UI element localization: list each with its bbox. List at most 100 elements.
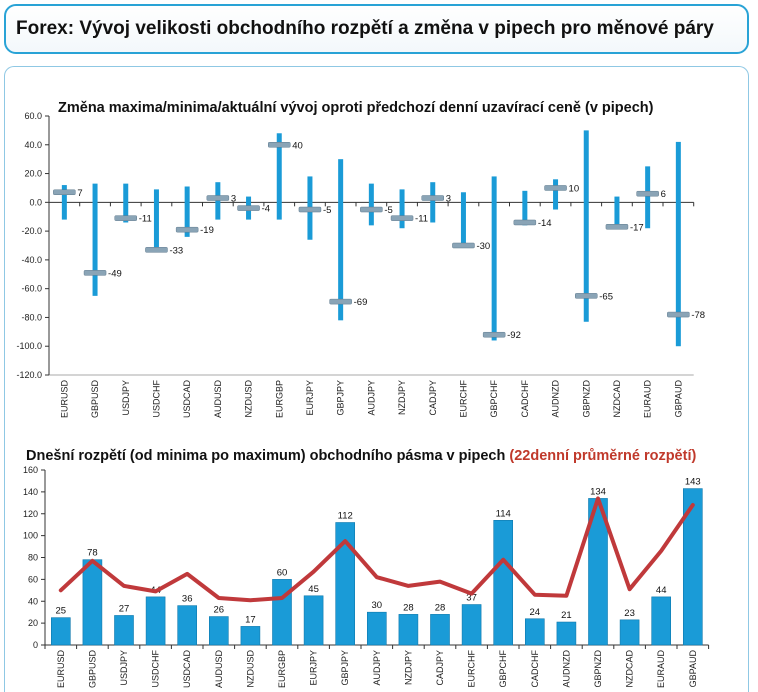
y-tick-label: 80: [28, 553, 38, 563]
current-marker: [114, 215, 137, 221]
data-label: -19: [200, 225, 214, 236]
data-label: 112: [338, 511, 353, 522]
x-category-label: GBPNZD: [581, 380, 591, 418]
data-label: 10: [569, 183, 580, 194]
x-category-label: NZDJPY: [403, 650, 413, 685]
range-bar: [92, 183, 98, 296]
data-label: -69: [354, 297, 368, 308]
data-label: 27: [119, 603, 130, 614]
data-label: 30: [372, 600, 383, 611]
x-category-label: AUDNZD: [551, 380, 561, 418]
range-bar: [61, 185, 67, 220]
data-label: 60: [277, 567, 288, 578]
y-tick-label: 160: [23, 465, 38, 475]
range-bar: [303, 595, 324, 646]
data-label: 26: [214, 605, 225, 616]
x-category-label: USDJPY: [121, 380, 131, 416]
range-bar: [272, 579, 292, 646]
current-marker: [667, 311, 690, 318]
range-bar: [619, 619, 640, 646]
data-label: 28: [435, 602, 446, 613]
data-label: 23: [624, 608, 635, 619]
x-category-label: NZDCAD: [625, 650, 635, 688]
data-label: -92: [507, 330, 521, 341]
data-label: -4: [262, 204, 270, 215]
range-bar: [493, 520, 514, 646]
average-range-line: [58, 496, 695, 603]
data-label: -78: [691, 310, 705, 321]
range-bar: [614, 196, 620, 229]
data-label: -33: [169, 245, 183, 256]
current-marker: [544, 185, 567, 191]
data-label: 44: [656, 585, 667, 596]
range-bar: [675, 141, 681, 347]
data-label: 24: [530, 607, 541, 618]
header-banner: Forex: Vývoj velikosti obchodního rozpět…: [4, 4, 749, 54]
x-category-label: AUDJPY: [372, 650, 382, 686]
data-label: -11: [415, 214, 428, 225]
data-label: -17: [630, 222, 644, 233]
current-marker: [575, 293, 598, 299]
x-category-label: EURJPY: [309, 650, 319, 686]
data-label: 7: [77, 188, 82, 199]
data-label: -49: [108, 268, 122, 279]
x-category-label: USDCHF: [151, 379, 161, 417]
data-label: -5: [384, 205, 392, 216]
data-label: 45: [308, 584, 319, 595]
y-tick-label: 100: [23, 531, 38, 541]
range-bar: [399, 189, 405, 229]
x-category-label: EURUSD: [59, 380, 69, 419]
x-category-label: GBPNZD: [593, 650, 603, 688]
current-marker: [513, 219, 537, 226]
range-bar: [184, 186, 190, 237]
data-label: 25: [56, 606, 67, 617]
x-category-label: EURUSD: [56, 650, 66, 689]
range-bar: [114, 615, 134, 646]
range-bar: [338, 159, 344, 321]
x-category-label: GBPUSD: [90, 380, 100, 419]
range-bar: [583, 130, 589, 322]
charts-panel: [4, 66, 749, 692]
x-category-label: GBPAUD: [688, 650, 698, 688]
chart1-title: Změna maxima/minima/aktuální vývoj oprot…: [58, 100, 654, 116]
range-bar: [522, 190, 528, 226]
x-category-label: NZDUSD: [244, 380, 254, 418]
current-marker: [636, 190, 659, 197]
range-bar: [366, 611, 387, 646]
x-category-label: EURCHF: [467, 649, 477, 687]
current-marker: [605, 224, 629, 230]
y-tick-label: -80.0: [21, 312, 42, 322]
x-category-label: GBPJPY: [336, 380, 346, 416]
range-bar: [398, 614, 419, 646]
x-category-label: AUDUSD: [213, 380, 223, 419]
range-bar: [682, 488, 703, 646]
data-label: 17: [245, 614, 256, 625]
chart2-title-extra: (22denní průměrné rozpětí): [509, 448, 697, 464]
data-label: 6: [661, 189, 666, 200]
x-category-label: USDCAD: [182, 380, 192, 419]
y-tick-label: -100.0: [16, 341, 42, 351]
data-label: 143: [685, 477, 701, 488]
current-marker: [53, 189, 76, 196]
data-label: 134: [590, 486, 606, 497]
data-label: 21: [561, 610, 572, 621]
x-category-label: EURGBP: [274, 380, 284, 418]
data-label: 114: [496, 508, 511, 519]
current-marker: [298, 206, 322, 213]
range-bar: [553, 179, 559, 210]
range-bar: [153, 189, 159, 250]
range-bar: [82, 559, 103, 646]
x-category-label: EURJPY: [305, 380, 315, 416]
data-label: 3: [231, 194, 236, 205]
x-category-label: GBPUSD: [87, 650, 97, 689]
current-marker: [206, 195, 230, 201]
y-tick-label: 140: [23, 487, 38, 497]
y-tick-label: 60.0: [24, 111, 42, 121]
current-marker: [175, 226, 199, 233]
data-label: 36: [182, 594, 193, 605]
x-category-label: CADCHF: [520, 379, 530, 417]
range-bar: [276, 133, 282, 220]
range-bar: [145, 596, 166, 646]
page-title: Forex: Vývoj velikosti obchodního rozpět…: [16, 18, 714, 39]
